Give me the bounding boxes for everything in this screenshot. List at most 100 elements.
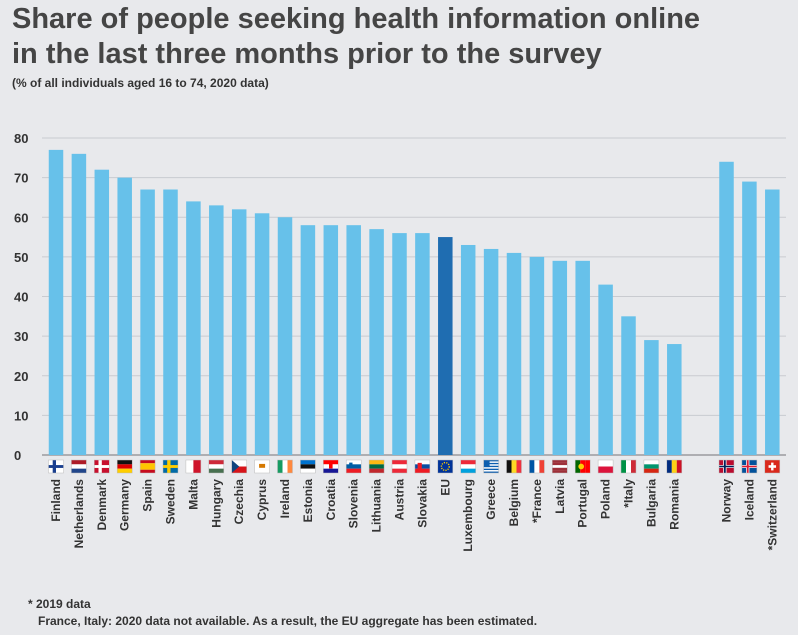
flag-hungary-icon — [208, 459, 225, 474]
flag-part — [117, 464, 133, 469]
flag-part — [117, 460, 133, 465]
bar-finland — [48, 149, 64, 455]
bar-slovenia — [346, 225, 361, 455]
flag-part — [552, 460, 568, 463]
flag-part — [287, 460, 293, 473]
bar-malta — [186, 201, 201, 455]
x-tick-label: Greece — [484, 479, 498, 520]
footnote-estimate: France, Italy: 2020 data not available. … — [38, 614, 538, 628]
flag-part — [578, 463, 585, 470]
bar-netherlands — [71, 153, 87, 455]
flag-part — [71, 468, 87, 473]
flag-part — [392, 464, 407, 469]
flag-portugal-icon — [574, 459, 591, 474]
bar-belgium — [506, 252, 522, 455]
y-tick-label: 40 — [14, 290, 28, 305]
x-tick-label: Spain — [141, 479, 155, 512]
flag-part — [598, 460, 614, 467]
flag-slovakia-icon — [414, 459, 431, 474]
x-tick-label: Estonia — [301, 479, 315, 523]
flag-part — [346, 464, 362, 469]
flag-ireland-icon — [277, 459, 293, 474]
flag-switzerland-icon — [764, 459, 781, 474]
flag-part — [483, 468, 499, 471]
flag-part — [483, 461, 499, 463]
flag-part — [575, 460, 581, 473]
x-tick-label: Latvia — [553, 479, 567, 514]
flag-part — [323, 468, 339, 473]
x-tick-label: Hungary — [209, 479, 223, 528]
flag-part — [300, 464, 316, 469]
bar-lithuania — [369, 229, 384, 455]
bar-latvia — [552, 260, 568, 455]
x-tick-label: Ireland — [278, 479, 292, 518]
chart-title-line-2: in the last three months prior to the su… — [12, 38, 602, 70]
flag-part — [643, 464, 659, 469]
x-tick-label: *France — [530, 479, 544, 523]
flag-slovenia-icon — [345, 459, 362, 474]
flag-part — [208, 468, 224, 473]
flag-belgium-icon — [506, 459, 522, 474]
bar-hungary — [209, 205, 224, 455]
flag-part — [483, 471, 499, 473]
chart-subtitle: (% of all individuals aged 16 to 74, 202… — [12, 76, 269, 90]
bar-sweden — [163, 189, 178, 455]
flag-part — [392, 460, 407, 465]
x-tick-label: Romania — [667, 479, 681, 530]
flag-lithuania-icon — [368, 459, 385, 474]
bar-slovakia — [415, 233, 430, 455]
flag-malta-icon — [185, 459, 202, 474]
y-tick-label: 30 — [14, 329, 28, 344]
y-tick-label: 50 — [14, 250, 28, 265]
flag-part — [437, 460, 453, 473]
flag-part — [483, 462, 499, 465]
flag-norway-icon — [718, 459, 735, 474]
flag-part — [440, 461, 450, 472]
y-tick-label: 20 — [14, 369, 28, 384]
flag-part — [539, 460, 545, 473]
flag-part — [671, 460, 677, 473]
x-tick-label: Slovakia — [415, 479, 429, 528]
flag-greece-icon — [483, 459, 499, 474]
y-tick-label: 0 — [14, 448, 21, 463]
y-tick-label: 70 — [14, 171, 28, 186]
flag-part — [417, 462, 422, 470]
flag-part — [460, 468, 476, 473]
bar-czechia — [231, 209, 247, 455]
flag-france-icon — [529, 459, 545, 474]
flag-part — [346, 460, 362, 465]
flag-part — [460, 464, 476, 469]
flag-part — [414, 468, 430, 473]
x-tick-label: Luxembourg — [461, 479, 475, 552]
flag-estonia-icon — [300, 459, 316, 474]
bar-poland — [598, 284, 613, 455]
bar-iceland — [742, 181, 757, 455]
flag-spain-icon — [139, 459, 156, 474]
flag-part — [483, 470, 499, 472]
flag-part — [71, 464, 87, 469]
flag-part — [140, 469, 156, 473]
bar-france — [529, 256, 545, 455]
flag-part — [414, 464, 430, 469]
flag-part — [329, 463, 333, 469]
flag-part — [631, 460, 636, 473]
bar-switzerland — [765, 189, 780, 455]
flag-part — [552, 462, 568, 466]
flag-czechia-icon — [231, 459, 247, 474]
flag-part — [529, 460, 535, 473]
flag-romania-icon — [666, 459, 683, 474]
bar-austria — [392, 233, 407, 455]
x-tick-label: Malta — [186, 479, 200, 510]
x-tick-label: Germany — [118, 479, 132, 531]
flag-part — [483, 460, 490, 468]
x-tick-label: Cyprus — [255, 479, 269, 521]
bar-denmark — [94, 169, 110, 455]
flag-croatia-icon — [323, 459, 339, 474]
x-tick-label: Denmark — [95, 479, 109, 531]
x-tick-label: Austria — [393, 479, 407, 521]
flag-bulgaria-icon — [643, 459, 660, 474]
flag-part — [483, 465, 499, 468]
flag-denmark-icon — [94, 459, 110, 474]
x-tick-label: Poland — [599, 479, 613, 519]
